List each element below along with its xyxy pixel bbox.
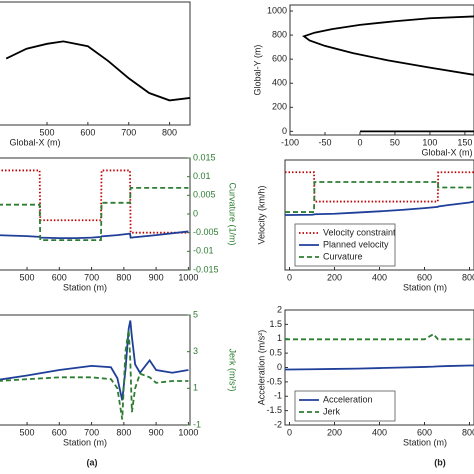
x-tick-label: 150 (457, 137, 472, 147)
y-tick-label: 1000 (267, 5, 287, 15)
data-line (285, 364, 474, 371)
y-axis-title: Acceleration (m/s²) (256, 330, 266, 406)
y-tick-label: 800 (272, 29, 287, 39)
y2-tick-label: 0 (193, 208, 198, 218)
x-tick-label: 0 (357, 137, 362, 147)
x-axis-title: Station (m) (403, 282, 447, 292)
x-tick-label: 800 (162, 127, 177, 137)
panel-label: (b) (434, 457, 446, 467)
x-tick-label: 500 (20, 272, 35, 282)
x-tick-label: 600 (52, 272, 67, 282)
y-tick-label: 200 (272, 102, 287, 112)
data-line (285, 200, 474, 216)
legend-label: Velocity constraint (323, 227, 396, 237)
y2-tick-label: 0.005 (193, 190, 216, 200)
panel-label: (a) (87, 457, 98, 467)
data-line (302, 15, 474, 76)
y-tick-label: 600 (272, 54, 287, 64)
y2-tick-label: -1 (193, 419, 201, 429)
x-tick-label: 0 (287, 272, 292, 282)
x-tick-label: 700 (121, 127, 136, 137)
y-axis-title: Velocity (km/h) (256, 185, 266, 244)
data-line (285, 181, 474, 213)
x-tick-label: 1000 (178, 427, 198, 437)
x-tick-label: 600 (417, 272, 432, 282)
plot-frame (0, 314, 191, 426)
y-tick-label: -2 (274, 419, 282, 429)
x-axis-title: Station (m) (63, 282, 107, 292)
x-tick-label: 800 (116, 427, 131, 437)
x-tick-label: 400 (372, 272, 387, 282)
data-line (285, 171, 474, 203)
y-axis-title: Global-Y (m) (252, 45, 262, 96)
plot-frame (0, 1, 191, 126)
y2-tick-label: -0.01 (193, 246, 214, 256)
x-tick-label: 1000 (178, 272, 198, 282)
y-tick-label: -0.5 (266, 376, 282, 386)
legend-box (294, 390, 396, 422)
legend-label: Curvature (323, 251, 363, 261)
y-tick-label: 0 (277, 362, 282, 372)
data-line (0, 230, 189, 240)
y2-tick-label: 0.01 (193, 171, 211, 181)
y2-tick-label: 1 (193, 383, 198, 393)
x-tick-label: 700 (84, 427, 99, 437)
data-line (0, 186, 189, 242)
y-tick-label: -1 (274, 391, 282, 401)
x-tick-label: 200 (327, 272, 342, 282)
x-tick-label: 200 (327, 427, 342, 437)
x-tick-label: 700 (84, 272, 99, 282)
x-tick-label: -50 (318, 137, 331, 147)
x-tick-label: 50 (390, 137, 400, 147)
y2-tick-label: -0.015 (193, 264, 219, 274)
y-tick-label: 400 (272, 78, 287, 88)
legend-label: Planned velocity (323, 239, 389, 249)
x-axis-title: Global-X (m) (9, 137, 60, 147)
x-axis-title: Station (m) (403, 437, 447, 447)
x-tick-label: 900 (149, 272, 164, 282)
y-tick-label: 1.5 (269, 319, 282, 329)
x-tick-label: 600 (52, 427, 67, 437)
x-tick-label: 400 (372, 427, 387, 437)
x-axis-title: Global-X (m) (421, 147, 472, 157)
plot-frame (289, 4, 474, 136)
data-line (0, 169, 189, 234)
x-tick-label: 100 (422, 137, 437, 147)
x-tick-label: 600 (417, 427, 432, 437)
x-tick-label: 500 (20, 427, 35, 437)
x-tick-label: 500 (40, 127, 55, 137)
y2-tick-label: 3 (193, 346, 198, 356)
x-tick-label: 800 (116, 272, 131, 282)
y2-axis-title: Curvature (1/m) (228, 182, 238, 245)
y2-tick-label: -0.005 (193, 227, 219, 237)
x-tick-label: -100 (281, 137, 299, 147)
legend-label: Acceleration (323, 394, 373, 404)
data-line (285, 333, 474, 341)
y2-axis-title: Jerk (m/s³) (228, 349, 238, 392)
y-tick-label: 0 (282, 126, 287, 136)
data-line (0, 320, 189, 401)
y-tick-label: -1.5 (266, 405, 282, 415)
legend-label: Jerk (323, 406, 341, 416)
y-tick-label: 0.5 (269, 348, 282, 358)
y-tick-label: 2 (277, 304, 282, 314)
y-tick-label: 1 (277, 333, 282, 343)
x-axis-title: Station (m) (63, 437, 107, 447)
x-tick-label: 900 (149, 427, 164, 437)
x-tick-label: 0 (287, 427, 292, 437)
x-tick-label: 800 (462, 427, 474, 437)
x-tick-label: 600 (80, 127, 95, 137)
y2-tick-label: 0.015 (193, 152, 216, 162)
plot-frame (0, 157, 191, 271)
data-line (0, 329, 189, 420)
data-line (5, 40, 191, 102)
y2-tick-label: 5 (193, 309, 198, 319)
x-tick-label: 800 (462, 272, 474, 282)
